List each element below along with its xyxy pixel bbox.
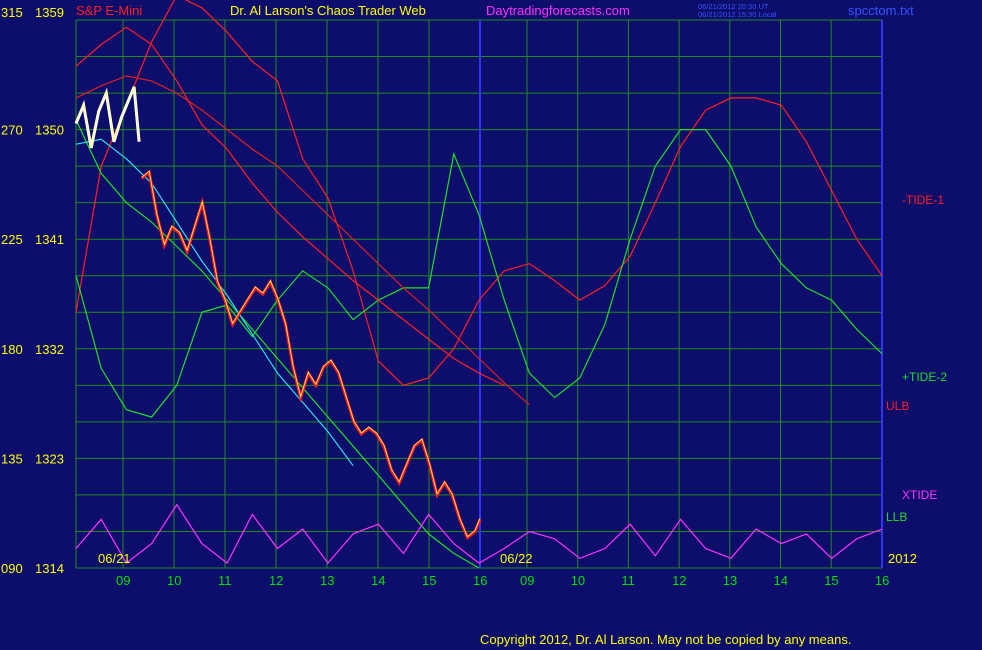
filename-label: spcctom.txt xyxy=(848,3,914,18)
chart-title: Dr. Al Larson's Chaos Trader Web xyxy=(230,3,426,18)
y-axis-osc-label: 225 xyxy=(1,232,23,247)
price-line-red-average xyxy=(141,170,481,538)
x-axis-hour-label: 11 xyxy=(621,573,635,588)
x-axis-hour-label: 16 xyxy=(875,573,889,588)
y-axis-osc-label: 090 xyxy=(1,561,23,576)
x-axis-hour-label: 15 xyxy=(422,573,436,588)
y-axis-osc-label: 180 xyxy=(1,342,23,357)
series-line-tide2 xyxy=(75,129,883,418)
price-line-white-average xyxy=(75,85,140,147)
x-axis-hour-label: 12 xyxy=(672,573,686,588)
series-line-ulb xyxy=(75,75,530,406)
x-axis-hour-label: 14 xyxy=(371,573,385,588)
series-label-llb: LLB xyxy=(886,510,907,524)
copyright-notice: Copyright 2012, Dr. Al Larson. May not b… xyxy=(480,632,851,647)
x-axis-hour-label: 13 xyxy=(723,573,737,588)
website-label: Daytradingforecasts.com xyxy=(486,3,630,18)
y-axis-osc-label: 135 xyxy=(1,451,23,466)
x-axis-hour-label: 11 xyxy=(218,573,232,588)
price-layer xyxy=(74,85,482,541)
series-label-xtide: XTIDE xyxy=(902,488,937,502)
y-axis-price-label: 1314 xyxy=(35,561,64,576)
symbol-label: S&P E-Mini xyxy=(76,3,142,18)
chart-grid: 315 1359 270 1350 225 1341 180 1332 135 1323 090 13… xyxy=(1,5,889,588)
x-axis-hour-label: 14 xyxy=(774,573,788,588)
y-axis-price-label: 1359 xyxy=(35,5,64,20)
y-axis-price-label: 1323 xyxy=(35,451,64,466)
series-line-llb xyxy=(75,119,480,569)
year-label: 2012 xyxy=(888,551,917,566)
x-axis-hour-label: 09 xyxy=(520,573,534,588)
x-axis-hour-label: 12 xyxy=(269,573,283,588)
series-label-ulb: ULB xyxy=(886,399,909,413)
series-line-xtide xyxy=(75,503,883,565)
series-line-tide1 xyxy=(75,0,883,386)
y-axis-price-label: 1341 xyxy=(35,232,64,247)
x-axis-hour-label: 13 xyxy=(320,573,334,588)
timestamp-local: 06/21/2012 15:30 Local xyxy=(698,10,777,19)
y-axis-price-label: 1350 xyxy=(35,123,64,138)
chart-series-layer xyxy=(75,0,883,569)
envelope-line xyxy=(75,26,505,386)
x-axis-hour-label: 09 xyxy=(116,573,130,588)
y-axis-osc-label: 270 xyxy=(1,123,23,138)
y-axis-price-label: 1332 xyxy=(35,342,64,357)
y-axis-osc-label: 315 xyxy=(1,5,23,20)
x-axis-hour-label: 15 xyxy=(824,573,838,588)
date-label-day1: 06/21 xyxy=(98,551,131,566)
x-axis-hour-label: 10 xyxy=(167,573,181,588)
envelope-line xyxy=(75,138,354,467)
series-label-tide1: -TIDE-1 xyxy=(902,193,944,207)
x-axis-hour-label: 16 xyxy=(473,573,487,588)
x-axis-hour-label: 10 xyxy=(571,573,585,588)
timestamp-ut: 06/21/2012 20:30 UT xyxy=(698,2,769,11)
series-label-tide2: +TIDE-2 xyxy=(902,370,947,384)
date-label-day2: 06/22 xyxy=(500,551,533,566)
